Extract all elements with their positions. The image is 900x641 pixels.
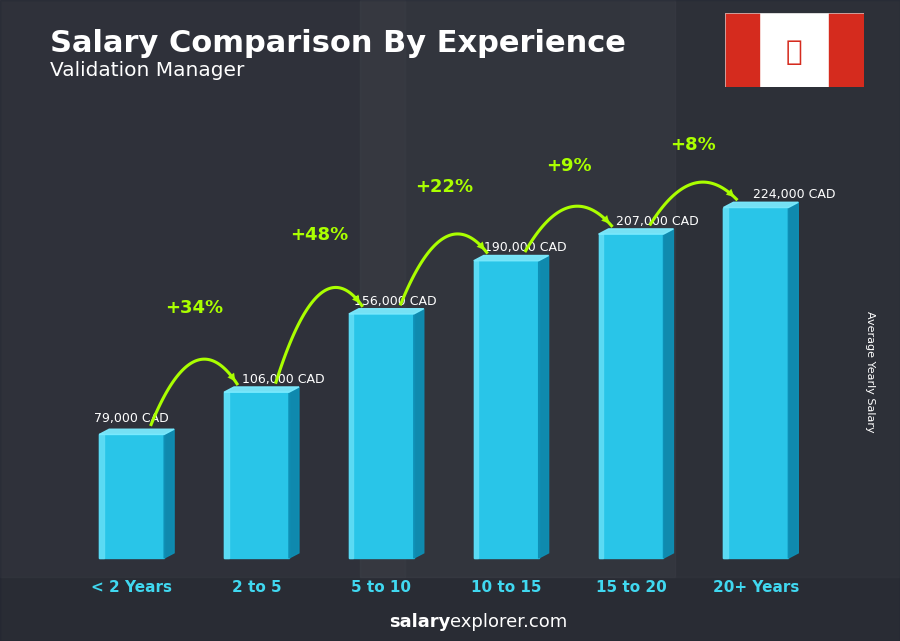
Text: < 2 Years: < 2 Years (91, 580, 172, 595)
Bar (349, 314, 414, 558)
Text: Salary Comparison By Experience: Salary Comparison By Experience (50, 29, 625, 58)
Bar (224, 392, 289, 558)
Bar (99, 435, 104, 558)
Bar (473, 261, 538, 558)
Bar (724, 208, 728, 558)
Bar (630, 0, 900, 577)
Polygon shape (289, 387, 299, 558)
Polygon shape (164, 429, 174, 558)
Text: 15 to 20: 15 to 20 (596, 580, 666, 595)
Bar (598, 234, 663, 558)
Text: explorer.com: explorer.com (450, 613, 567, 631)
Text: 207,000 CAD: 207,000 CAD (616, 215, 698, 228)
Text: 20+ Years: 20+ Years (713, 580, 799, 595)
Text: 5 to 10: 5 to 10 (351, 580, 411, 595)
Bar (724, 13, 760, 87)
Polygon shape (224, 387, 299, 392)
Bar (99, 435, 164, 558)
Polygon shape (663, 229, 673, 558)
Polygon shape (724, 203, 798, 208)
Bar (360, 0, 675, 577)
Bar (224, 392, 229, 558)
Text: 🍁: 🍁 (786, 38, 803, 65)
Text: 106,000 CAD: 106,000 CAD (241, 373, 324, 386)
Text: 224,000 CAD: 224,000 CAD (753, 188, 836, 201)
Polygon shape (598, 229, 673, 234)
Text: Validation Manager: Validation Manager (50, 61, 244, 80)
Text: +9%: +9% (545, 157, 591, 175)
Bar (724, 208, 788, 558)
Text: 156,000 CAD: 156,000 CAD (354, 295, 436, 308)
Polygon shape (538, 256, 549, 558)
Text: +22%: +22% (415, 178, 473, 196)
Bar (829, 13, 864, 87)
Text: 2 to 5: 2 to 5 (231, 580, 282, 595)
Polygon shape (473, 256, 549, 261)
Text: +48%: +48% (290, 226, 348, 244)
Bar (349, 314, 354, 558)
Text: 79,000 CAD: 79,000 CAD (94, 412, 169, 425)
Text: salary: salary (389, 613, 450, 631)
Text: 190,000 CAD: 190,000 CAD (483, 242, 566, 254)
Polygon shape (349, 309, 424, 314)
Polygon shape (99, 429, 174, 435)
Polygon shape (788, 203, 798, 558)
Bar (0, 0, 405, 577)
Bar (473, 261, 478, 558)
Text: 10 to 15: 10 to 15 (471, 580, 542, 595)
Text: Average Yearly Salary: Average Yearly Salary (865, 311, 876, 433)
Text: +8%: +8% (670, 135, 716, 154)
Bar (598, 234, 603, 558)
Text: +34%: +34% (165, 299, 223, 317)
Polygon shape (414, 309, 424, 558)
